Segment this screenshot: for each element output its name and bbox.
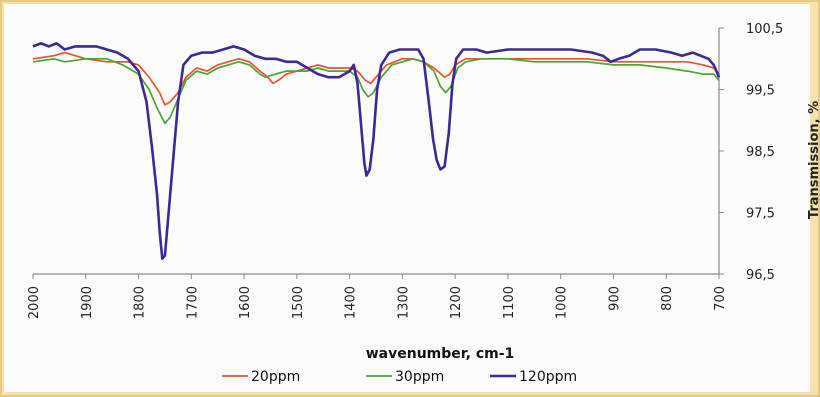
y-tick-label: 100,5 bbox=[746, 22, 783, 37]
x-tick-label: 2000 bbox=[27, 286, 42, 319]
x-tick-label: 1600 bbox=[238, 286, 253, 319]
x-tick-label: 1900 bbox=[80, 286, 95, 319]
x-tick-label: 800 bbox=[660, 286, 675, 311]
axes bbox=[32, 27, 724, 279]
y-axis-label: Transmission, % bbox=[807, 101, 820, 219]
y-tick-label: 96,5 bbox=[746, 268, 775, 283]
x-axis-label: wavenumber, cm-1 bbox=[366, 346, 515, 362]
legend-label-20ppm: 20ppm bbox=[251, 369, 300, 385]
x-tick-label: 1200 bbox=[449, 286, 464, 319]
x-tick-label: 1800 bbox=[133, 286, 148, 319]
legend-label-30ppm: 30ppm bbox=[395, 369, 444, 385]
x-tick-label: 900 bbox=[607, 286, 622, 311]
x-tick-label: 1500 bbox=[291, 286, 306, 319]
x-tick-label: 700 bbox=[713, 286, 728, 311]
series-line-120ppm bbox=[32, 42, 721, 260]
y-tick-labels: 100,5 99,5 98,5 97,5 96,5 bbox=[746, 22, 783, 283]
series-line-20ppm bbox=[32, 51, 720, 106]
x-tick-label: 1300 bbox=[396, 286, 411, 319]
legend: 20ppm 30ppm 120ppm bbox=[222, 369, 577, 385]
series-layer bbox=[32, 42, 721, 260]
x-tick-labels: 2000 1900 1800 1700 1600 1500 1400 1300 1200 1100… bbox=[27, 286, 728, 319]
y-tick-label: 98,5 bbox=[746, 145, 775, 160]
series-line-30ppm bbox=[32, 57, 720, 125]
x-tick-label: 1700 bbox=[185, 286, 200, 319]
y-tick-label: 97,5 bbox=[746, 207, 775, 222]
legend-label-120ppm: 120ppm bbox=[519, 369, 577, 385]
x-tick-label: 1000 bbox=[555, 286, 570, 319]
y-tick-label: 99,5 bbox=[746, 84, 775, 99]
x-tick-label: 1100 bbox=[502, 286, 517, 319]
x-tick-label: 1400 bbox=[344, 286, 359, 319]
